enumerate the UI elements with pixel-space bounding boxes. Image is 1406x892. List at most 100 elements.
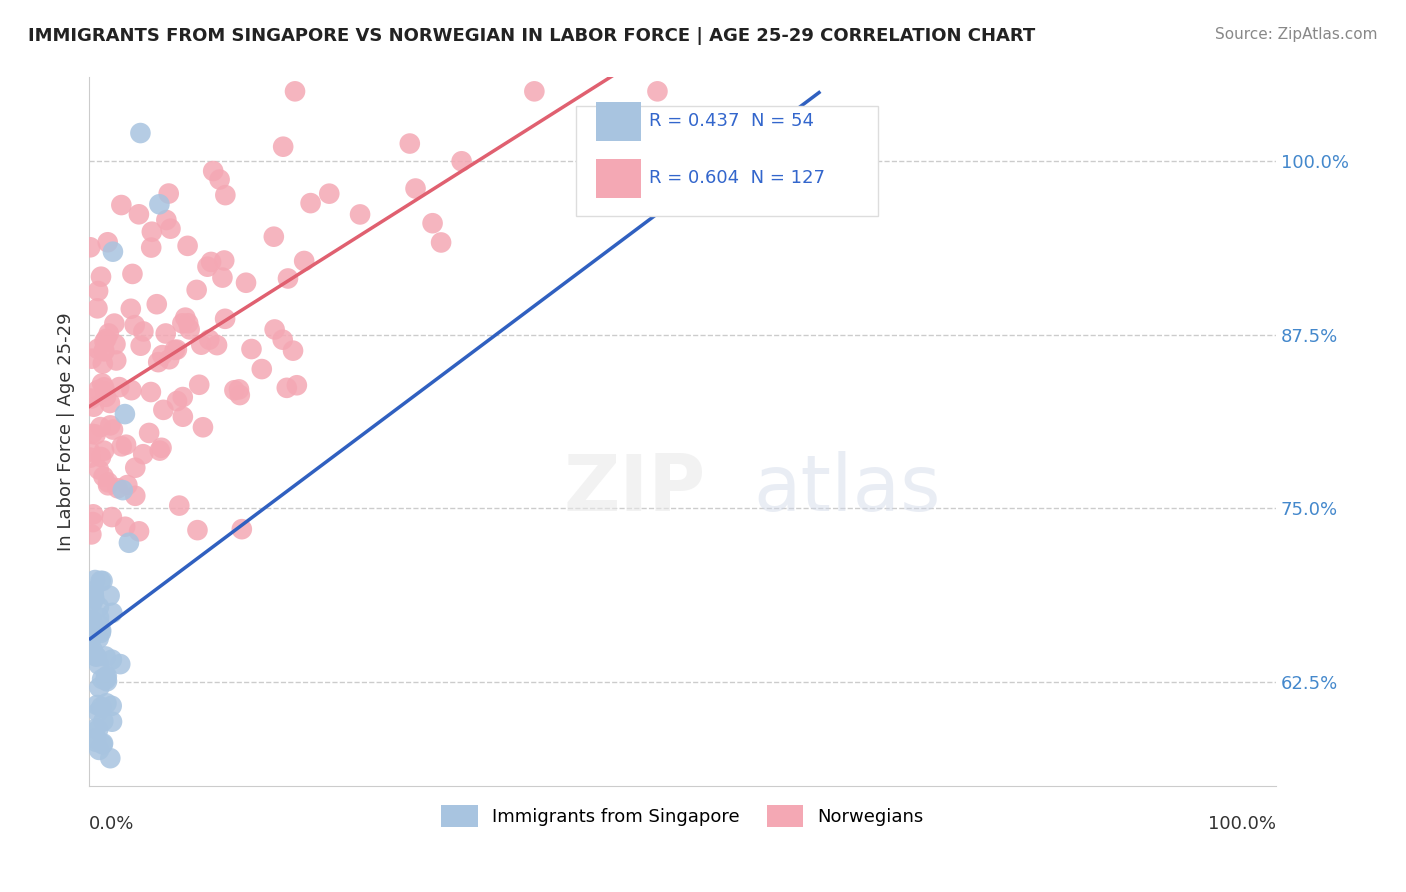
Point	[94, 670, 117, 684]
Point	[87, 383, 110, 397]
Point	[157, 186, 180, 201]
Point	[82, 515, 104, 529]
Point	[292, 254, 315, 268]
Point	[188, 377, 211, 392]
Point	[176, 239, 198, 253]
Point	[647, 84, 669, 98]
Point	[228, 383, 250, 397]
Point	[87, 610, 110, 624]
Point	[132, 447, 155, 461]
FancyBboxPatch shape	[596, 159, 641, 198]
Point	[118, 535, 141, 549]
Point	[86, 301, 108, 316]
Point	[87, 657, 110, 672]
Point	[284, 84, 307, 98]
Point	[231, 522, 253, 536]
Point	[285, 378, 308, 392]
Point	[94, 649, 117, 664]
Point	[82, 426, 104, 441]
Point	[101, 714, 124, 729]
Point	[450, 154, 472, 169]
Point	[87, 632, 110, 646]
Point	[89, 617, 111, 632]
Point	[94, 673, 117, 687]
Point	[121, 267, 143, 281]
Point	[93, 469, 115, 483]
Point	[263, 229, 285, 244]
Point	[84, 648, 107, 663]
Point	[91, 376, 114, 391]
Point	[98, 418, 121, 433]
Point	[155, 213, 177, 227]
Point	[87, 284, 110, 298]
Point	[430, 235, 453, 250]
Point	[97, 478, 120, 492]
Point	[197, 260, 219, 274]
Point	[208, 172, 231, 186]
Point	[139, 385, 162, 400]
Point	[124, 318, 146, 332]
Point	[114, 520, 136, 534]
Point	[98, 589, 121, 603]
Point	[111, 439, 134, 453]
Point	[111, 483, 134, 497]
Point	[101, 653, 124, 667]
Point	[132, 325, 155, 339]
Point	[198, 333, 221, 347]
Point	[250, 362, 273, 376]
Point	[202, 164, 225, 178]
Point	[80, 615, 103, 630]
Point	[138, 425, 160, 440]
Point	[281, 343, 304, 358]
Point	[120, 383, 142, 397]
Point	[87, 723, 110, 737]
Point	[422, 216, 444, 230]
Point	[148, 197, 170, 211]
Point	[84, 735, 107, 749]
Text: atlas: atlas	[754, 450, 941, 526]
Point	[101, 423, 124, 437]
Point	[87, 599, 110, 614]
Point	[212, 253, 235, 268]
Point	[166, 343, 188, 357]
Point	[87, 705, 110, 719]
Point	[83, 400, 105, 414]
FancyBboxPatch shape	[596, 103, 641, 141]
Point	[80, 351, 103, 366]
Point	[117, 478, 139, 492]
Point	[107, 481, 129, 495]
Point	[271, 333, 294, 347]
Point	[214, 311, 236, 326]
Point	[271, 139, 294, 153]
Point	[120, 301, 142, 316]
Point	[349, 207, 371, 221]
Point	[83, 591, 105, 606]
Point	[86, 342, 108, 356]
Point	[398, 136, 420, 151]
Point	[186, 283, 208, 297]
Point	[87, 743, 110, 757]
Point	[150, 348, 173, 362]
Point	[82, 595, 104, 609]
Point	[79, 240, 101, 254]
Point	[124, 489, 146, 503]
Point	[96, 669, 118, 683]
Point	[124, 460, 146, 475]
Point	[90, 574, 112, 588]
Point	[318, 186, 340, 201]
Point	[159, 221, 181, 235]
Point	[101, 510, 124, 524]
Point	[101, 244, 124, 259]
Point	[190, 337, 212, 351]
Point	[89, 681, 111, 695]
Point	[405, 181, 427, 195]
Point	[90, 624, 112, 638]
Point	[105, 353, 128, 368]
Point	[276, 381, 298, 395]
Point	[93, 443, 115, 458]
Point	[148, 355, 170, 369]
Point	[90, 269, 112, 284]
Point	[174, 310, 197, 325]
Point	[80, 632, 103, 646]
Text: R = 0.437  N = 54: R = 0.437 N = 54	[650, 112, 814, 130]
